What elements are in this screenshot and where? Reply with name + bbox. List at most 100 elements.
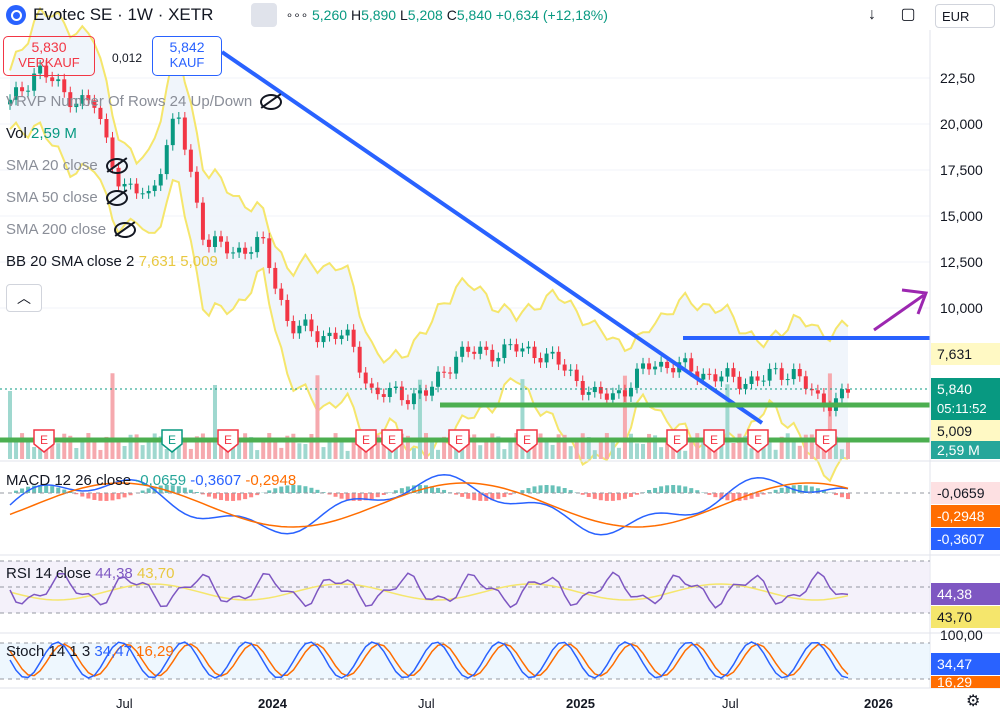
macd-histogram-bar <box>98 493 103 501</box>
stoch-k-tag: 34,47 <box>931 653 1000 675</box>
macd-histogram-bar <box>683 486 688 493</box>
gear-icon[interactable]: ⚙ <box>966 693 981 710</box>
stoch-k-line <box>9 641 849 679</box>
macd-histogram-bar <box>176 486 181 493</box>
volume-bar <box>267 433 272 459</box>
stoch-legend[interactable]: Stoch 14 1 3 34,47 16,29 <box>6 643 174 660</box>
candle <box>14 87 19 100</box>
earnings-marker: E <box>747 429 769 453</box>
candle <box>219 236 224 242</box>
candle <box>466 346 471 352</box>
currency-button[interactable]: EUR <box>935 4 995 28</box>
volume-bar <box>592 450 597 459</box>
volume-bar <box>411 448 416 459</box>
candle <box>689 358 694 372</box>
volume-bar <box>659 447 664 459</box>
eye-hidden-icon[interactable] <box>114 222 137 239</box>
candle <box>695 371 700 380</box>
volume-legend[interactable]: Vol 2,59 M <box>6 125 77 142</box>
candle <box>140 193 145 195</box>
candle <box>773 368 778 370</box>
volume-bar <box>327 440 332 459</box>
macd-histogram-bar <box>333 493 338 497</box>
compare-icon[interactable] <box>251 3 277 27</box>
volume-bar <box>544 442 549 459</box>
candle <box>194 171 199 203</box>
eye-hidden-icon[interactable] <box>105 190 128 207</box>
volume-bar <box>92 438 97 459</box>
candle <box>568 369 573 371</box>
candle <box>490 349 495 362</box>
candle <box>285 299 290 321</box>
more-menu-button[interactable]: ∘∘∘ <box>285 8 309 22</box>
macd-histogram-bar <box>417 485 422 493</box>
macd-histogram-bar <box>279 486 284 493</box>
price-tick: 15,000 <box>940 208 983 224</box>
macd-legend[interactable]: MACD 12 26 close -0,0659 -0,3607 -0,2948 <box>6 472 296 489</box>
time-tick: Jul <box>418 696 435 711</box>
macd-signal-line <box>9 482 849 528</box>
macd-histogram-bar <box>357 493 362 501</box>
volume-bar <box>598 438 603 459</box>
macd-histogram-bar <box>719 493 724 499</box>
sma-legend-1[interactable]: SMA 20 close <box>6 157 128 175</box>
buy-button[interactable]: 5,842 KAUF <box>152 36 222 76</box>
candle <box>659 361 664 367</box>
candle <box>653 366 658 370</box>
macd-histogram-bar <box>50 486 55 493</box>
macd-histogram-bar <box>586 493 591 498</box>
rsi-legend[interactable]: RSI 14 close 44,38 43,70 <box>6 565 174 582</box>
macd-histogram-bar <box>659 486 664 493</box>
sma-legend-2[interactable]: SMA 50 close <box>6 189 128 207</box>
svg-text:E: E <box>40 433 48 447</box>
volume-bar <box>574 441 579 459</box>
candle <box>182 117 187 150</box>
macd-histogram-bar <box>14 490 19 493</box>
macd-histogram-bar <box>604 493 609 501</box>
volume-bar <box>279 447 284 459</box>
bb-legend[interactable]: BB 20 SMA close 2 7,631 5,009 <box>6 253 218 270</box>
candle <box>303 319 308 326</box>
stoch-k-value: 34,47 <box>94 643 132 660</box>
sma-legend-3[interactable]: SMA 200 close <box>6 221 137 239</box>
vrvp-legend[interactable]: VRVP Number Of Rows 24 Up/Down <box>6 93 283 111</box>
collapse-legend-button[interactable]: ︿ <box>6 284 42 312</box>
eye-hidden-icon[interactable] <box>105 158 128 175</box>
candle <box>74 103 79 108</box>
rsi-value: 44,38 <box>95 565 133 582</box>
volume-bar <box>104 436 109 459</box>
volume-bar <box>460 445 465 459</box>
eye-hidden-icon[interactable] <box>260 94 283 111</box>
candle <box>725 368 730 377</box>
fullscreen-icon[interactable]: ▢ <box>900 6 916 23</box>
candle <box>56 79 61 82</box>
candle <box>225 241 230 254</box>
arrow-down-icon[interactable]: ↓ <box>868 6 876 23</box>
candle <box>158 174 163 186</box>
macd-histogram-bar <box>122 493 127 498</box>
macd-histogram-bar <box>562 488 567 493</box>
volume-bar <box>285 435 290 459</box>
macd-histogram-bar <box>731 493 736 501</box>
macd-histogram-bar <box>363 493 368 501</box>
volume-bar <box>152 433 157 459</box>
macd-histogram-bar <box>249 493 254 498</box>
candle <box>610 393 615 400</box>
volume-bar <box>785 433 790 459</box>
symbol-logo-icon[interactable] <box>6 5 26 25</box>
candle <box>20 87 25 92</box>
volume-bar <box>773 449 778 459</box>
macd-histogram-bar <box>846 493 850 500</box>
candle <box>62 79 67 93</box>
macd-histogram-bar <box>634 493 639 495</box>
sell-button[interactable]: 5,830 VERKAUF <box>3 36 95 76</box>
macd-histogram-bar <box>532 486 537 493</box>
macd-hist-tag: -0,0659 <box>931 482 1000 504</box>
candle <box>791 368 796 380</box>
volume-bar <box>448 433 453 459</box>
volume-bar <box>56 443 61 459</box>
candle <box>231 252 236 254</box>
symbol-title[interactable]: Evotec SE · 1W · XETR <box>33 5 214 24</box>
candle <box>38 65 43 74</box>
